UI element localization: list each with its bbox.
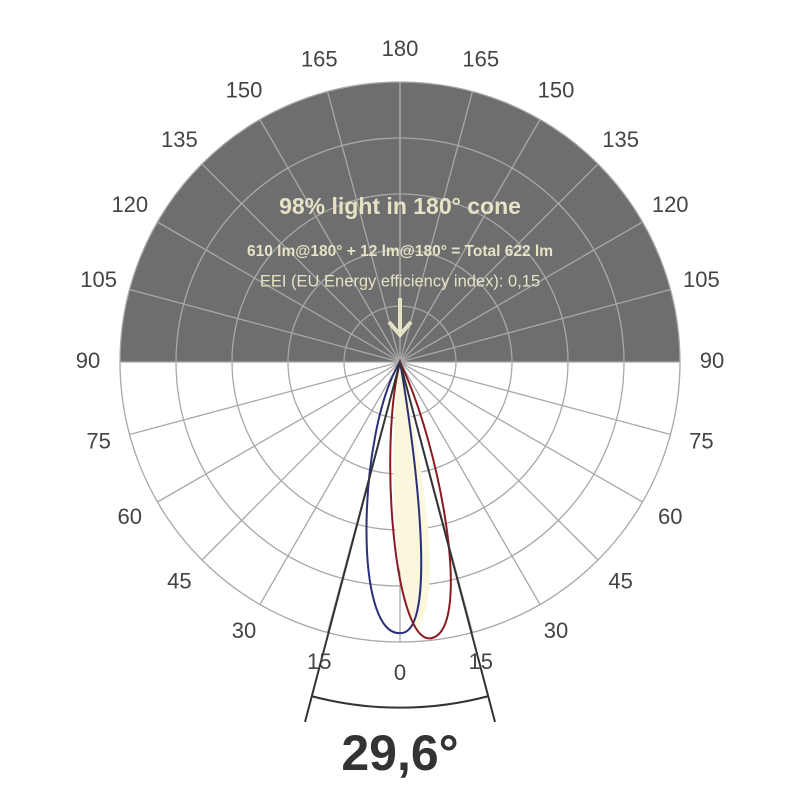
spoke (399, 91, 474, 363)
eei-line: EEI (EU Energy efficiency index): 0,15 (260, 272, 540, 290)
flux-line: 610 lm@180° + 12 lm@180° = Total 622 lm (247, 243, 553, 260)
angle-label: 90 (700, 348, 724, 373)
beam-angle: 29,6° (341, 725, 458, 781)
arrow (387, 298, 413, 339)
angle-label: 165 (462, 46, 499, 71)
angle-label: 135 (602, 127, 639, 152)
angle-label: 60 (118, 504, 142, 529)
spoke (399, 288, 671, 363)
angle-label: 105 (80, 267, 117, 292)
beam-edge (399, 361, 496, 723)
spoke (157, 221, 401, 363)
angle-label: 135 (161, 127, 198, 152)
spoke (399, 119, 541, 363)
curve-blue (365, 359, 423, 635)
spoke (399, 361, 671, 436)
spoke (399, 361, 643, 503)
spoke (399, 221, 643, 363)
angle-label: 0 (394, 660, 406, 685)
spoke (129, 361, 401, 436)
angle-label: 45 (167, 568, 191, 593)
beam-edge (304, 361, 401, 723)
angle-label: 105 (683, 267, 720, 292)
angle-label: 60 (658, 504, 682, 529)
angle-label: 75 (86, 429, 110, 454)
angle-label: 150 (226, 78, 263, 103)
angle-label: 15 (307, 649, 331, 674)
angle-label: 75 (689, 429, 713, 454)
angle-label: 30 (544, 618, 568, 643)
angle-label: 15 (469, 649, 493, 674)
angle-label: 120 (652, 192, 689, 217)
spoke (129, 288, 401, 363)
angle-label: 180 (382, 36, 419, 61)
spoke (201, 163, 401, 363)
curve-red (389, 359, 452, 640)
spoke (157, 361, 401, 503)
spoke (326, 91, 401, 363)
angle-label: 45 (608, 568, 632, 593)
beam-arc (310, 695, 490, 709)
angle-label: 90 (76, 348, 100, 373)
spoke (399, 361, 541, 605)
spoke (399, 163, 599, 363)
grid (119, 81, 681, 643)
angle-label: 120 (111, 192, 148, 217)
spoke (259, 361, 401, 605)
angle-label: 30 (232, 618, 256, 643)
title: 98% light in 180° cone (279, 193, 521, 219)
spoke (201, 361, 401, 561)
angle-label: 150 (538, 78, 575, 103)
spoke (399, 361, 599, 561)
spoke (259, 119, 401, 363)
angle-label: 165 (301, 46, 338, 71)
